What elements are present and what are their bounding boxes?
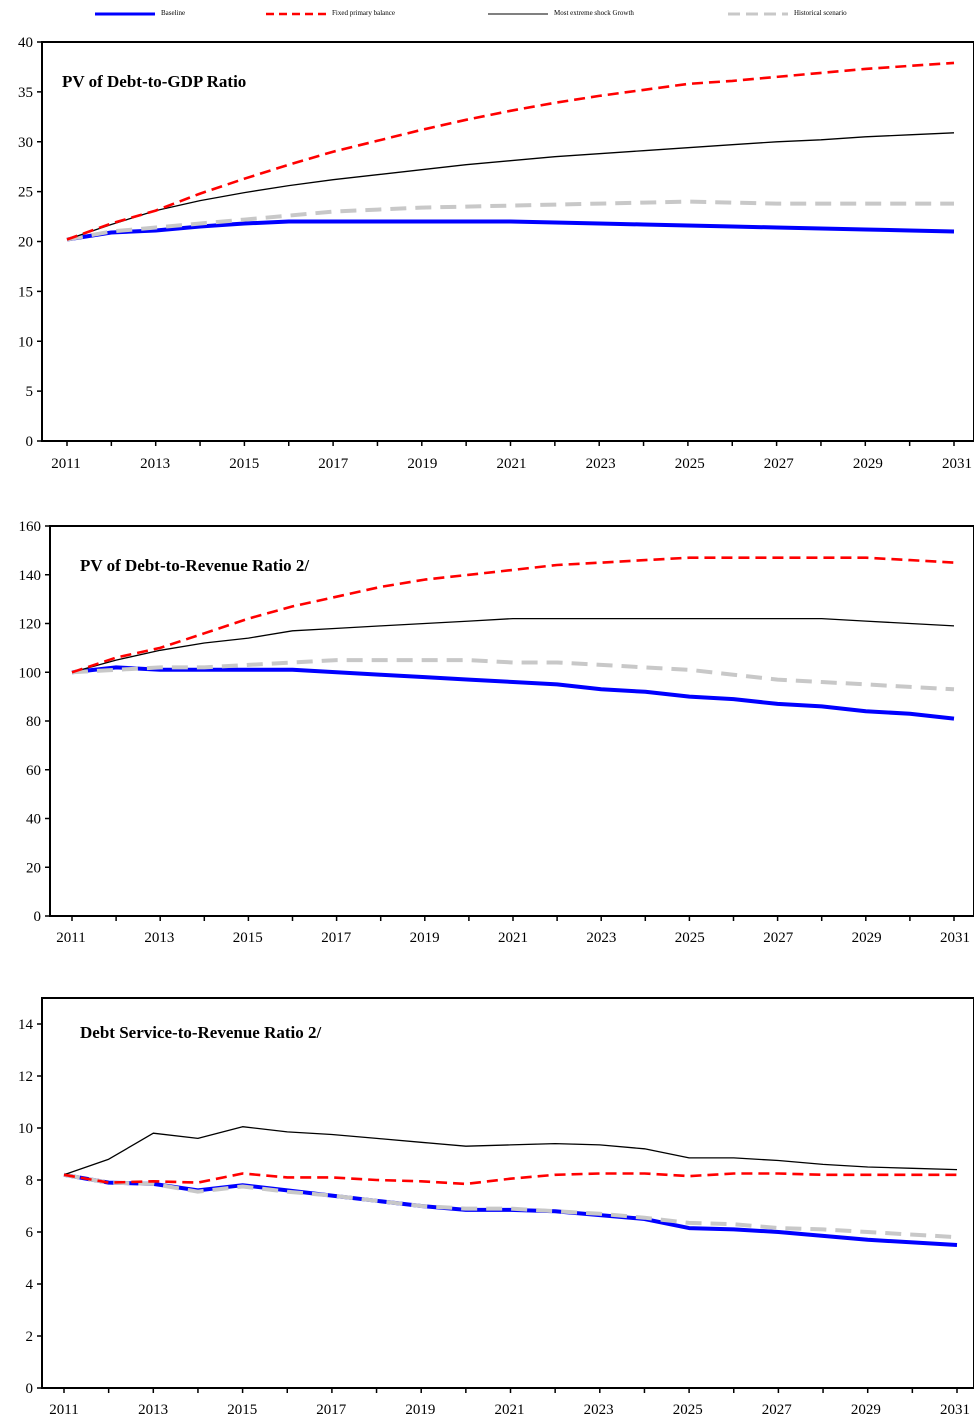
x-tick-label: 2025 — [675, 456, 705, 472]
y-tick-label: 5 — [26, 384, 34, 400]
y-tick-label: 0 — [26, 1381, 34, 1397]
x-tick-label: 2023 — [584, 1402, 614, 1418]
x-tick-label: 2027 — [763, 930, 794, 946]
series-line-shock — [63, 1126, 958, 1176]
x-tick-label: 2023 — [586, 930, 616, 946]
x-tick-label: 2031 — [940, 930, 970, 946]
legend-label-baseline: Baseline — [161, 9, 186, 17]
series-line-fixed — [71, 556, 955, 674]
x-tick-label: 2023 — [586, 456, 616, 472]
x-tick-label: 2011 — [49, 1402, 78, 1418]
legend-swatch-fixed — [266, 7, 326, 19]
y-tick-label: 14 — [18, 1017, 34, 1033]
y-tick-label: 40 — [26, 812, 41, 828]
legend-label-shock: Most extreme shock Growth — [554, 9, 634, 17]
y-tick-label: 60 — [26, 763, 41, 779]
y-tick-label: 0 — [34, 909, 42, 925]
y-tick-label: 8 — [26, 1173, 34, 1189]
legend-item-baseline: Baseline — [95, 6, 185, 20]
x-tick-label: 2031 — [942, 456, 972, 472]
y-tick-label: 140 — [19, 568, 42, 584]
legend-swatch-baseline — [95, 7, 155, 19]
series-line-historical — [66, 199, 954, 242]
x-tick-label: 2013 — [138, 1402, 168, 1418]
x-tick-label: 2011 — [51, 456, 80, 472]
y-tick-label: 12 — [18, 1069, 33, 1085]
y-tick-label: 40 — [18, 35, 33, 51]
y-tick-label: 80 — [26, 714, 41, 730]
y-tick-label: 10 — [18, 1121, 33, 1137]
x-tick-label: 2021 — [498, 930, 528, 946]
series-line-baseline — [63, 1172, 958, 1247]
series-line-shock — [66, 132, 955, 241]
y-tick-label: 0 — [26, 434, 34, 450]
x-tick-label: 2029 — [851, 1402, 881, 1418]
x-tick-label: 2029 — [853, 456, 883, 472]
chart-title: Debt Service-to-Revenue Ratio 2/ — [80, 1023, 322, 1042]
chart-legend: Baseline Fixed primary balance Most extr… — [0, 0, 974, 28]
x-tick-label: 2017 — [318, 456, 349, 472]
x-tick-label: 2015 — [233, 930, 263, 946]
x-tick-label: 2027 — [762, 1402, 793, 1418]
x-tick-label: 2019 — [405, 1402, 435, 1418]
x-tick-label: 2011 — [56, 930, 85, 946]
legend-item-historical: Historical scenario — [728, 6, 847, 20]
legend-item-shock: Most extreme shock Growth — [488, 6, 634, 20]
y-tick-label: 25 — [18, 185, 33, 201]
y-tick-label: 2 — [26, 1329, 34, 1345]
y-tick-label: 6 — [26, 1225, 34, 1241]
series-line-fixed — [63, 1172, 957, 1186]
x-tick-label: 2031 — [940, 1402, 970, 1418]
x-tick-label: 2025 — [675, 930, 705, 946]
x-tick-label: 2015 — [229, 456, 259, 472]
series-line-fixed — [66, 61, 955, 241]
plot-frame — [41, 997, 974, 1389]
y-tick-label: 10 — [18, 334, 33, 350]
series-line-historical — [71, 658, 955, 692]
legend-swatch-shock — [488, 7, 548, 19]
x-tick-label: 2025 — [673, 1402, 703, 1418]
legend-item-fixed: Fixed primary balance — [266, 6, 395, 20]
y-tick-label: 4 — [26, 1277, 34, 1293]
x-tick-label: 2013 — [144, 930, 174, 946]
plot-frame — [49, 525, 974, 917]
legend-label-historical: Historical scenario — [794, 9, 847, 17]
x-tick-label: 2013 — [140, 456, 170, 472]
x-tick-label: 2017 — [316, 1402, 347, 1418]
plot-frame — [41, 41, 974, 442]
x-tick-label: 2017 — [321, 930, 352, 946]
x-tick-label: 2021 — [497, 456, 527, 472]
y-tick-label: 15 — [18, 284, 33, 300]
x-tick-label: 2019 — [407, 456, 437, 472]
chart-panel-3: 0 2 4 6 8 10 12 14 2011 2013 2015 2017 2019 2021 2023 2… — [18, 997, 974, 1418]
y-tick-label: 120 — [19, 617, 42, 633]
chart-panel-2: 0 20 40 60 80 100 120 140 160 2011 2013 2015 2017 201… — [19, 519, 974, 946]
x-tick-label: 2021 — [495, 1402, 525, 1418]
series-line-baseline — [66, 219, 955, 242]
x-tick-label: 2015 — [227, 1402, 257, 1418]
x-tick-label: 2027 — [764, 456, 795, 472]
y-tick-label: 30 — [18, 135, 33, 151]
y-tick-label: 20 — [18, 235, 33, 251]
legend-label-fixed: Fixed primary balance — [332, 9, 395, 17]
x-tick-label: 2029 — [852, 930, 882, 946]
y-tick-label: 160 — [19, 519, 42, 535]
y-tick-label: 20 — [26, 860, 41, 876]
series-line-historical — [63, 1172, 958, 1240]
y-tick-label: 100 — [19, 665, 42, 681]
y-tick-label: 35 — [18, 85, 33, 101]
series-line-baseline — [71, 665, 955, 721]
legend-swatch-historical — [728, 7, 788, 19]
chart-title: PV of Debt-to-GDP Ratio — [62, 72, 246, 91]
chart-title: PV of Debt-to-Revenue Ratio 2/ — [80, 556, 309, 575]
series-line-shock — [71, 617, 955, 673]
x-tick-label: 2019 — [410, 930, 440, 946]
